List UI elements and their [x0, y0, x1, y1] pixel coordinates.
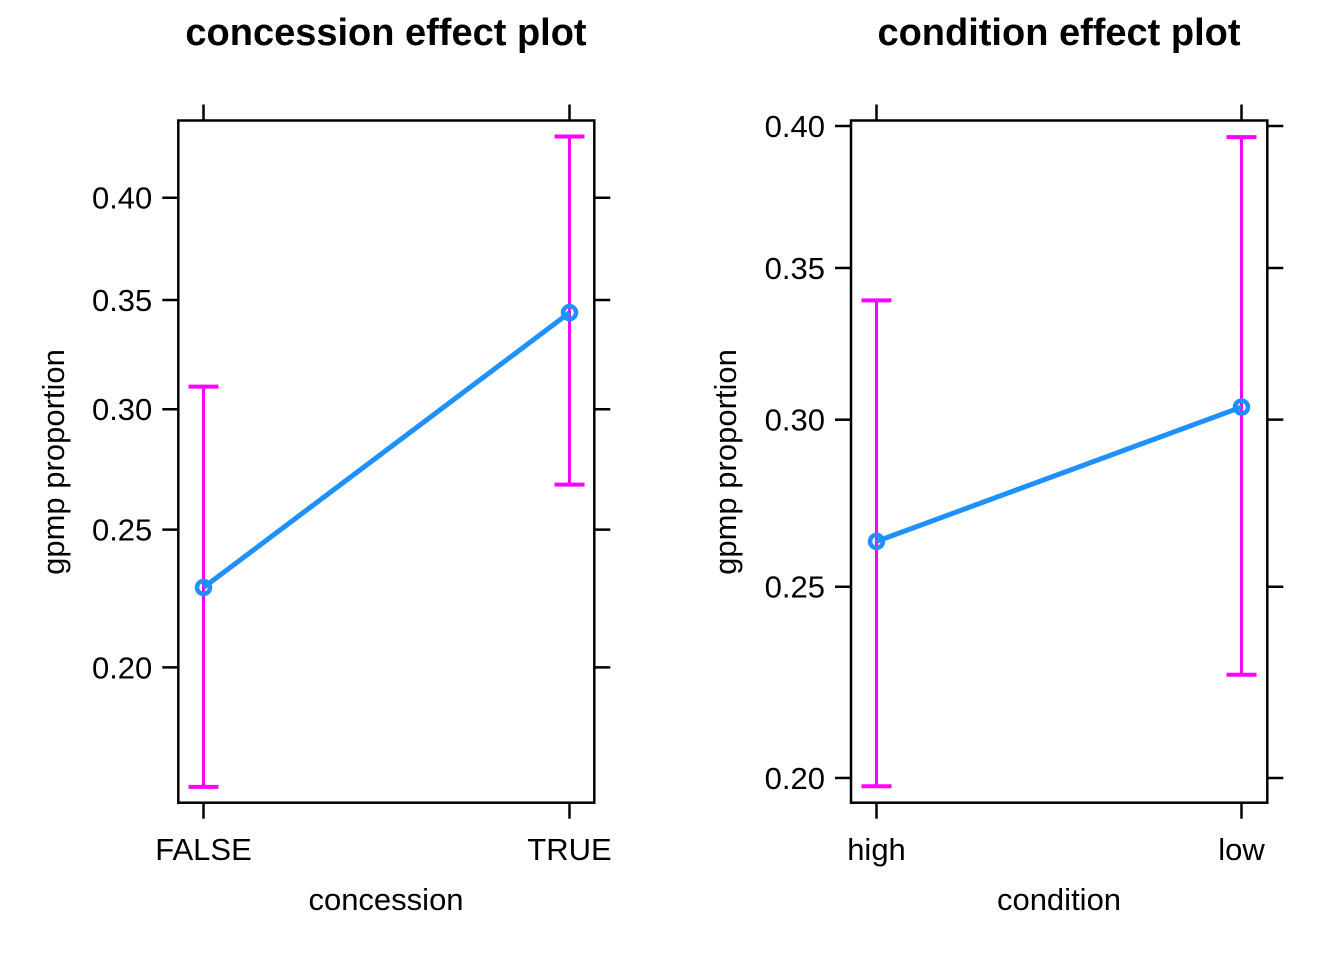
x-category-label: TRUE	[527, 832, 611, 867]
y-tick-label: 0.40	[92, 181, 152, 216]
y-tick-label: 0.35	[92, 283, 152, 318]
y-tick-label: 0.40	[765, 109, 825, 144]
right-plot: 0.40 0.35 0.30 0.25 0.20 high low	[765, 104, 1284, 867]
left-x-axis-label: concession	[308, 882, 464, 917]
y-tick-label: 0.25	[92, 513, 152, 548]
y-tick-label: 0.35	[765, 251, 825, 286]
data-point-marker	[560, 303, 579, 322]
y-tick-label: 0.30	[765, 403, 825, 438]
y-tick-label: 0.30	[92, 392, 152, 427]
left-y-axis-label: gpmp proportion	[36, 349, 71, 575]
x-category-label: FALSE	[155, 832, 252, 867]
plot-box	[849, 119, 1269, 804]
data-point-marker	[194, 578, 213, 597]
right-x-axis-label: condition	[996, 882, 1122, 917]
y-tick-label: 0.20	[765, 761, 825, 796]
y-tick-label: 0.25	[765, 570, 825, 605]
fit-line	[201, 310, 572, 590]
x-category-label: high	[847, 832, 906, 867]
y-tick-label: 0.20	[92, 650, 152, 685]
data-point-marker	[867, 532, 886, 551]
right-y-axis-label: gpmp proportion	[708, 349, 743, 575]
left-plot: 0.40 0.35 0.30 0.25 0.20 FALSE TRUE	[92, 104, 612, 867]
data-point-marker	[1232, 398, 1251, 416]
fit-line	[875, 404, 1243, 544]
left-chart-title: concession effect plot	[185, 12, 587, 54]
plot-box	[177, 119, 596, 804]
x-category-label: low	[1218, 832, 1265, 867]
right-chart-title: condition effect plot	[877, 12, 1241, 54]
